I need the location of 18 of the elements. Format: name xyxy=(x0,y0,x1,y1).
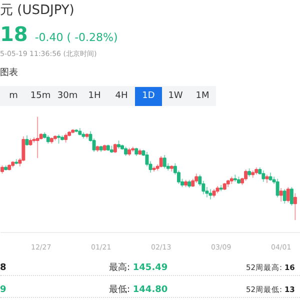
text: 144.80 xyxy=(132,285,168,295)
text: 1W xyxy=(167,90,184,103)
text: -0.40 ( -0.28%) xyxy=(34,31,118,44)
text: 1H xyxy=(87,90,102,103)
text: 图表 xyxy=(0,68,18,78)
text: 1D xyxy=(135,87,162,106)
text: m xyxy=(8,90,19,103)
text: 4H xyxy=(114,90,129,103)
text: 15m xyxy=(29,90,52,103)
chart-title: 元 (USDJPY) xyxy=(0,3,74,18)
text: 最高: xyxy=(109,263,132,273)
text: 18 xyxy=(0,22,28,46)
text: 9 xyxy=(0,285,6,295)
text: 1M xyxy=(194,90,210,103)
text: 最低: xyxy=(109,285,132,295)
text: 30m xyxy=(56,90,79,103)
text: 8 xyxy=(0,263,6,273)
text: 145.49 xyxy=(132,263,168,273)
